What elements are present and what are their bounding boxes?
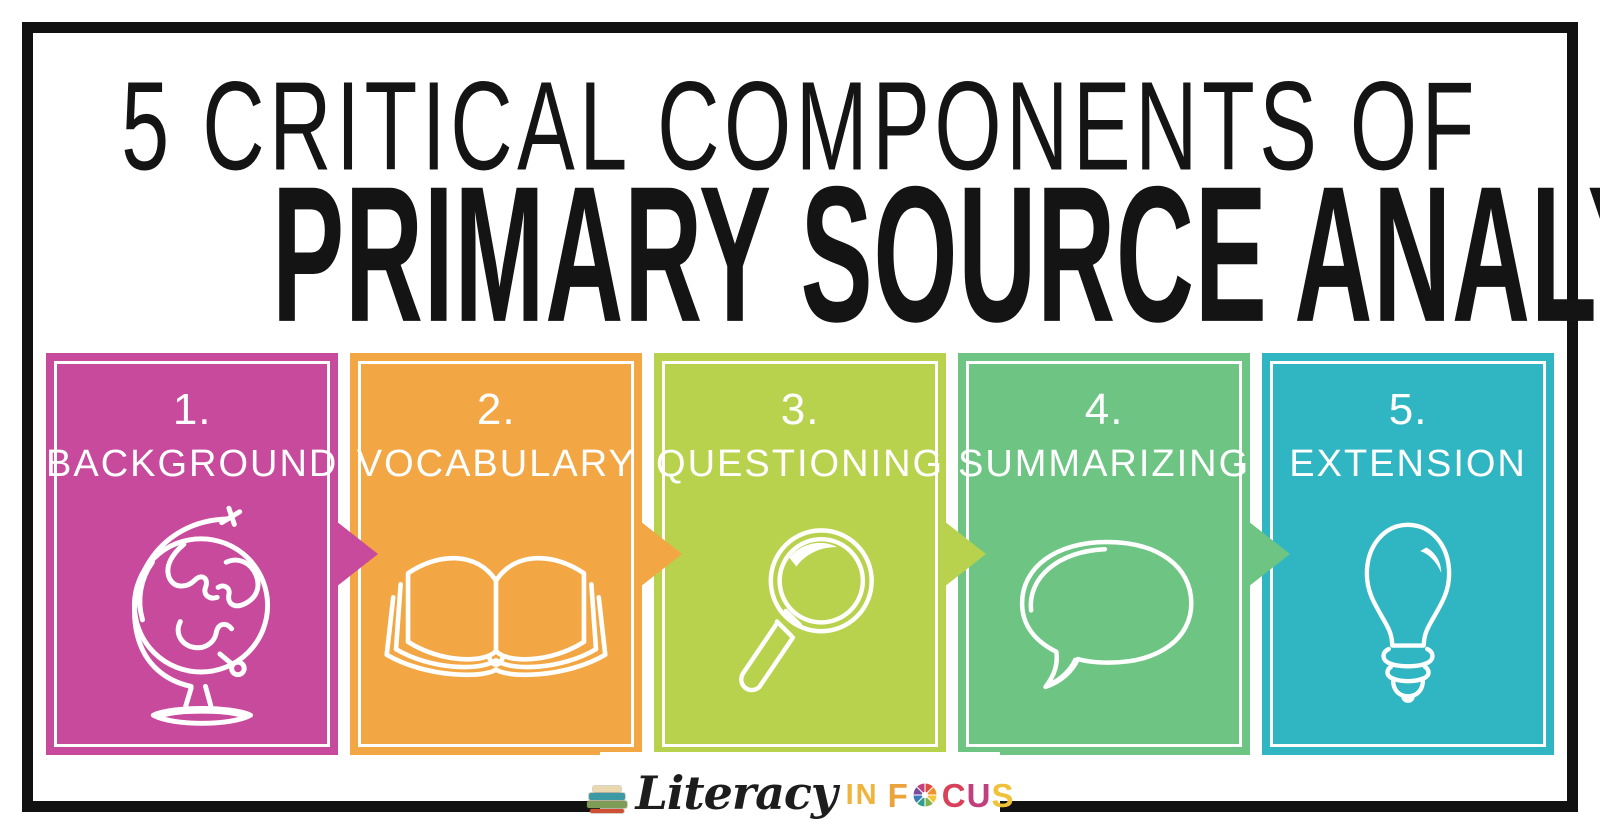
card-questioning: 3. QUESTIONING — [654, 353, 946, 755]
card-number: 1. — [172, 385, 212, 434]
card-label: VOCABULARY — [356, 443, 636, 485]
title-line-2: PRIMARY SOURCE ANALYSIS — [272, 146, 1600, 363]
brand-focus-text: F C U S — [888, 779, 1014, 812]
lightbulb-icon — [1262, 486, 1554, 755]
card-number: 3. — [780, 385, 820, 434]
arrow-right-icon — [944, 521, 986, 587]
card-label: QUESTIONING — [656, 443, 945, 485]
card-background: 1. BACKGROUND — [46, 353, 339, 755]
card-number: 2. — [476, 385, 516, 434]
focus-letter-c: C — [941, 776, 966, 814]
card-number: 5. — [1388, 385, 1428, 434]
arrow-right-icon — [1248, 521, 1290, 587]
aperture-icon — [912, 782, 938, 808]
title-line-1: 5 CRITICAL COMPONENTS OF — [121, 56, 1479, 198]
card-label: SUMMARIZING — [957, 443, 1251, 485]
card-vocabulary: 2. VOCABULARY — [350, 353, 643, 755]
book-stack-icon — [586, 785, 627, 813]
card-label: BACKGROUND — [46, 443, 339, 485]
component-cards-row: 1. BACKGROUND — [46, 353, 1554, 755]
speech-bubble-icon — [958, 486, 1250, 755]
focus-letter-f: F — [887, 776, 908, 814]
open-book-icon — [350, 486, 642, 755]
globe-icon — [46, 486, 338, 755]
arrow-right-icon — [336, 521, 378, 587]
card-number: 4. — [1084, 385, 1124, 434]
arrow-right-icon — [640, 521, 682, 587]
magnifier-icon — [654, 486, 946, 755]
focus-letter-s: S — [991, 776, 1014, 814]
card-summarizing: 4. SUMMARIZING — [957, 353, 1251, 755]
focus-letter-u: U — [966, 776, 991, 814]
card-extension: 5. EXTENSION — [1262, 353, 1554, 755]
brand-in-text: IN — [845, 778, 879, 811]
brand-logo: Literacy IN F C U S — [586, 752, 1014, 832]
card-label: EXTENSION — [1289, 443, 1527, 485]
brand-script-text: Literacy — [635, 766, 838, 820]
